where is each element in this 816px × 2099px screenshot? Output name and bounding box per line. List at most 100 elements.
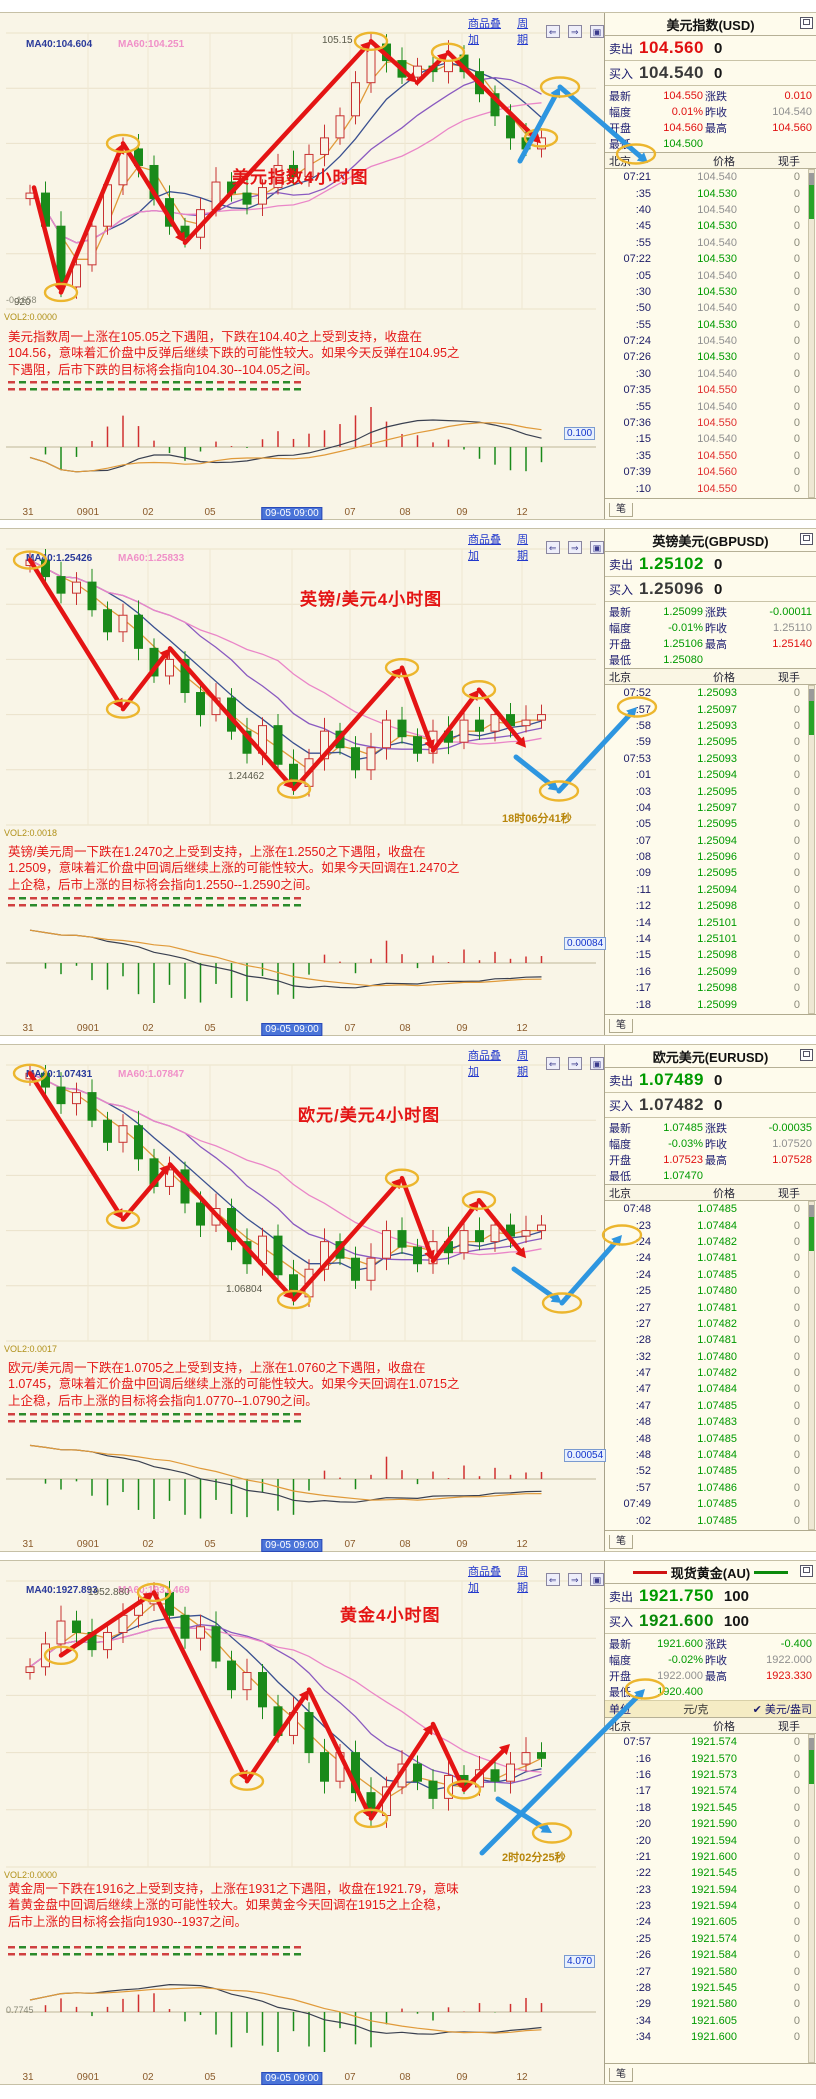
- instrument-panel: 商品叠加 周期 ⇐ ⇒ ▣ MA40:104.604 MA60:104.251 …: [0, 12, 816, 520]
- tick-row: 07:39 104.560 0: [605, 464, 816, 480]
- window-layout-button[interactable]: ▣: [589, 24, 605, 38]
- stat-row: 幅度 -0.01% 昨收 1.25110: [609, 620, 812, 636]
- low-price-label: 1.24462: [228, 771, 265, 782]
- tick-price: 1.07480: [697, 1350, 737, 1363]
- tick-price: 1.25095: [697, 818, 737, 831]
- tab-bi[interactable]: 笔: [609, 503, 633, 517]
- quote-title-bar: 现货黄金(AU): [605, 1561, 816, 1584]
- x-tick: 08: [399, 2072, 411, 2083]
- restore-window-icon[interactable]: [800, 17, 813, 29]
- tick-price: 1921.545: [691, 1867, 737, 1880]
- scrollbar-thumb[interactable]: [809, 1738, 814, 1784]
- window-next-button[interactable]: ⇒: [567, 24, 582, 38]
- period-link[interactable]: 周期: [517, 18, 529, 46]
- overlay-link[interactable]: 商品叠加: [468, 18, 501, 46]
- tick-volume: 0: [793, 883, 800, 896]
- overlay-link[interactable]: 商品叠加: [468, 534, 501, 562]
- tick-price: 1.25101: [697, 933, 737, 946]
- window-next-button[interactable]: ⇒: [567, 1056, 582, 1070]
- tick-volume: 0: [793, 253, 800, 266]
- window-layout-button[interactable]: ▣: [589, 1056, 605, 1070]
- tick-list-scrollbar[interactable]: [808, 685, 815, 1014]
- scrollbar-thumb[interactable]: [809, 1205, 814, 1251]
- x-tick: 31: [22, 507, 34, 518]
- x-tick-selected: 09-05 09:00: [261, 2072, 323, 2085]
- stat-value: -0.02%: [668, 1654, 703, 1666]
- tick-list-scrollbar[interactable]: [808, 169, 815, 498]
- tab-bi[interactable]: 笔: [609, 1535, 633, 1549]
- chart-toolbar: 商品叠加 周期 ⇐ ⇒ ▣: [468, 531, 605, 563]
- stat-value: 1921.600: [657, 1638, 703, 1650]
- candlestick-chart: [6, 32, 596, 473]
- tick-list-scrollbar[interactable]: [808, 1734, 815, 2063]
- window-layout-button[interactable]: ▣: [589, 540, 605, 554]
- period-link[interactable]: 周期: [517, 534, 529, 562]
- overlay-link[interactable]: 商品叠加: [468, 1566, 501, 1594]
- buy-label: 买入: [609, 66, 634, 81]
- restore-window-icon[interactable]: [800, 1049, 813, 1061]
- x-tick: 09: [456, 1539, 468, 1550]
- period-link[interactable]: 周期: [517, 1566, 529, 1594]
- unit-option-ounce[interactable]: ✔ 美元/盎司: [752, 1704, 812, 1716]
- quote-title-bar: 英镑美元(GBPUSD): [605, 529, 816, 552]
- window-next-button[interactable]: ⇒: [567, 1572, 582, 1586]
- tick-price: 104.530: [697, 253, 737, 266]
- stat-label: 最新: [609, 607, 631, 619]
- tick-volume: 0: [793, 1432, 800, 1445]
- tick-volume: 0: [793, 1203, 800, 1216]
- stat-label: 昨收: [705, 1655, 727, 1667]
- quote-panel: 美元指数(USD) 卖出 104.560 0 买入 104.540 0 最新 10…: [604, 13, 816, 519]
- tick-row: 07:53 1.25093 0: [605, 751, 816, 767]
- tick-price: 1921.590: [691, 1818, 737, 1831]
- restore-window-icon[interactable]: [800, 1565, 813, 1577]
- scrollbar-thumb[interactable]: [809, 173, 814, 219]
- tick-time: :17: [635, 982, 651, 995]
- overlay-link[interactable]: 商品叠加: [468, 1050, 501, 1078]
- buy-label: 买入: [609, 1098, 634, 1113]
- window-prev-button[interactable]: ⇐: [545, 540, 560, 554]
- tab-bi[interactable]: 笔: [609, 2068, 633, 2082]
- column-time: 北京: [609, 1188, 631, 1200]
- tick-price: 1921.573: [691, 1768, 737, 1781]
- stat-label: 开盘: [609, 639, 631, 651]
- tick-price: 1.07484: [697, 1219, 737, 1232]
- stat-value: -0.03%: [668, 1138, 703, 1150]
- tick-row: :05 104.540 0: [605, 267, 816, 283]
- tick-time: :21: [635, 1850, 651, 1863]
- unit-option-gram[interactable]: 元/克: [683, 1704, 709, 1716]
- tick-row: :25 1.07480 0: [605, 1283, 816, 1299]
- window-prev-button[interactable]: ⇐: [545, 24, 560, 38]
- stat-row: 幅度 -0.02% 昨收 1922.000: [609, 1652, 812, 1668]
- x-tick: 05: [204, 1023, 216, 1034]
- sell-label: 卖出: [609, 1589, 634, 1604]
- window-layout-button[interactable]: ▣: [589, 1572, 605, 1586]
- tick-volume: 0: [793, 1850, 800, 1863]
- sell-label: 卖出: [609, 41, 634, 56]
- buy-price: 1.07482: [639, 1095, 704, 1114]
- scrollbar-thumb[interactable]: [809, 689, 814, 735]
- period-link[interactable]: 周期: [517, 1050, 529, 1078]
- tick-time: :45: [635, 220, 651, 233]
- window-prev-button[interactable]: ⇐: [545, 1572, 560, 1586]
- tick-row: :24 1.07485 0: [605, 1267, 816, 1283]
- tick-row: :09 1.25095 0: [605, 865, 816, 881]
- tick-volume: 0: [793, 1399, 800, 1412]
- sell-qty: 0: [713, 39, 723, 57]
- x-tick: 08: [399, 1539, 411, 1550]
- x-tick: 02: [142, 1023, 154, 1034]
- tick-list-scrollbar[interactable]: [808, 1201, 815, 1530]
- tick-row: :48 1.07484 0: [605, 1447, 816, 1463]
- window-prev-button[interactable]: ⇐: [545, 1056, 560, 1070]
- x-tick: 12: [516, 2072, 528, 2083]
- stat-row: 幅度 -0.03% 昨收 1.07520: [609, 1136, 812, 1152]
- chart-toolbar: 商品叠加 周期 ⇐ ⇒ ▣: [468, 15, 605, 47]
- tab-bi[interactable]: 笔: [609, 1019, 633, 1033]
- tick-time: :20: [635, 1834, 651, 1847]
- restore-window-icon[interactable]: [800, 533, 813, 545]
- stat-label: 幅度: [609, 1139, 631, 1151]
- peak-price-label: 105.15: [322, 35, 353, 46]
- tick-list-header: 北京 价格 现手: [605, 1184, 816, 1201]
- tick-row: :17 1.25098 0: [605, 980, 816, 996]
- window-next-button[interactable]: ⇒: [567, 540, 582, 554]
- tick-row: :29 1921.580 0: [605, 1996, 816, 2012]
